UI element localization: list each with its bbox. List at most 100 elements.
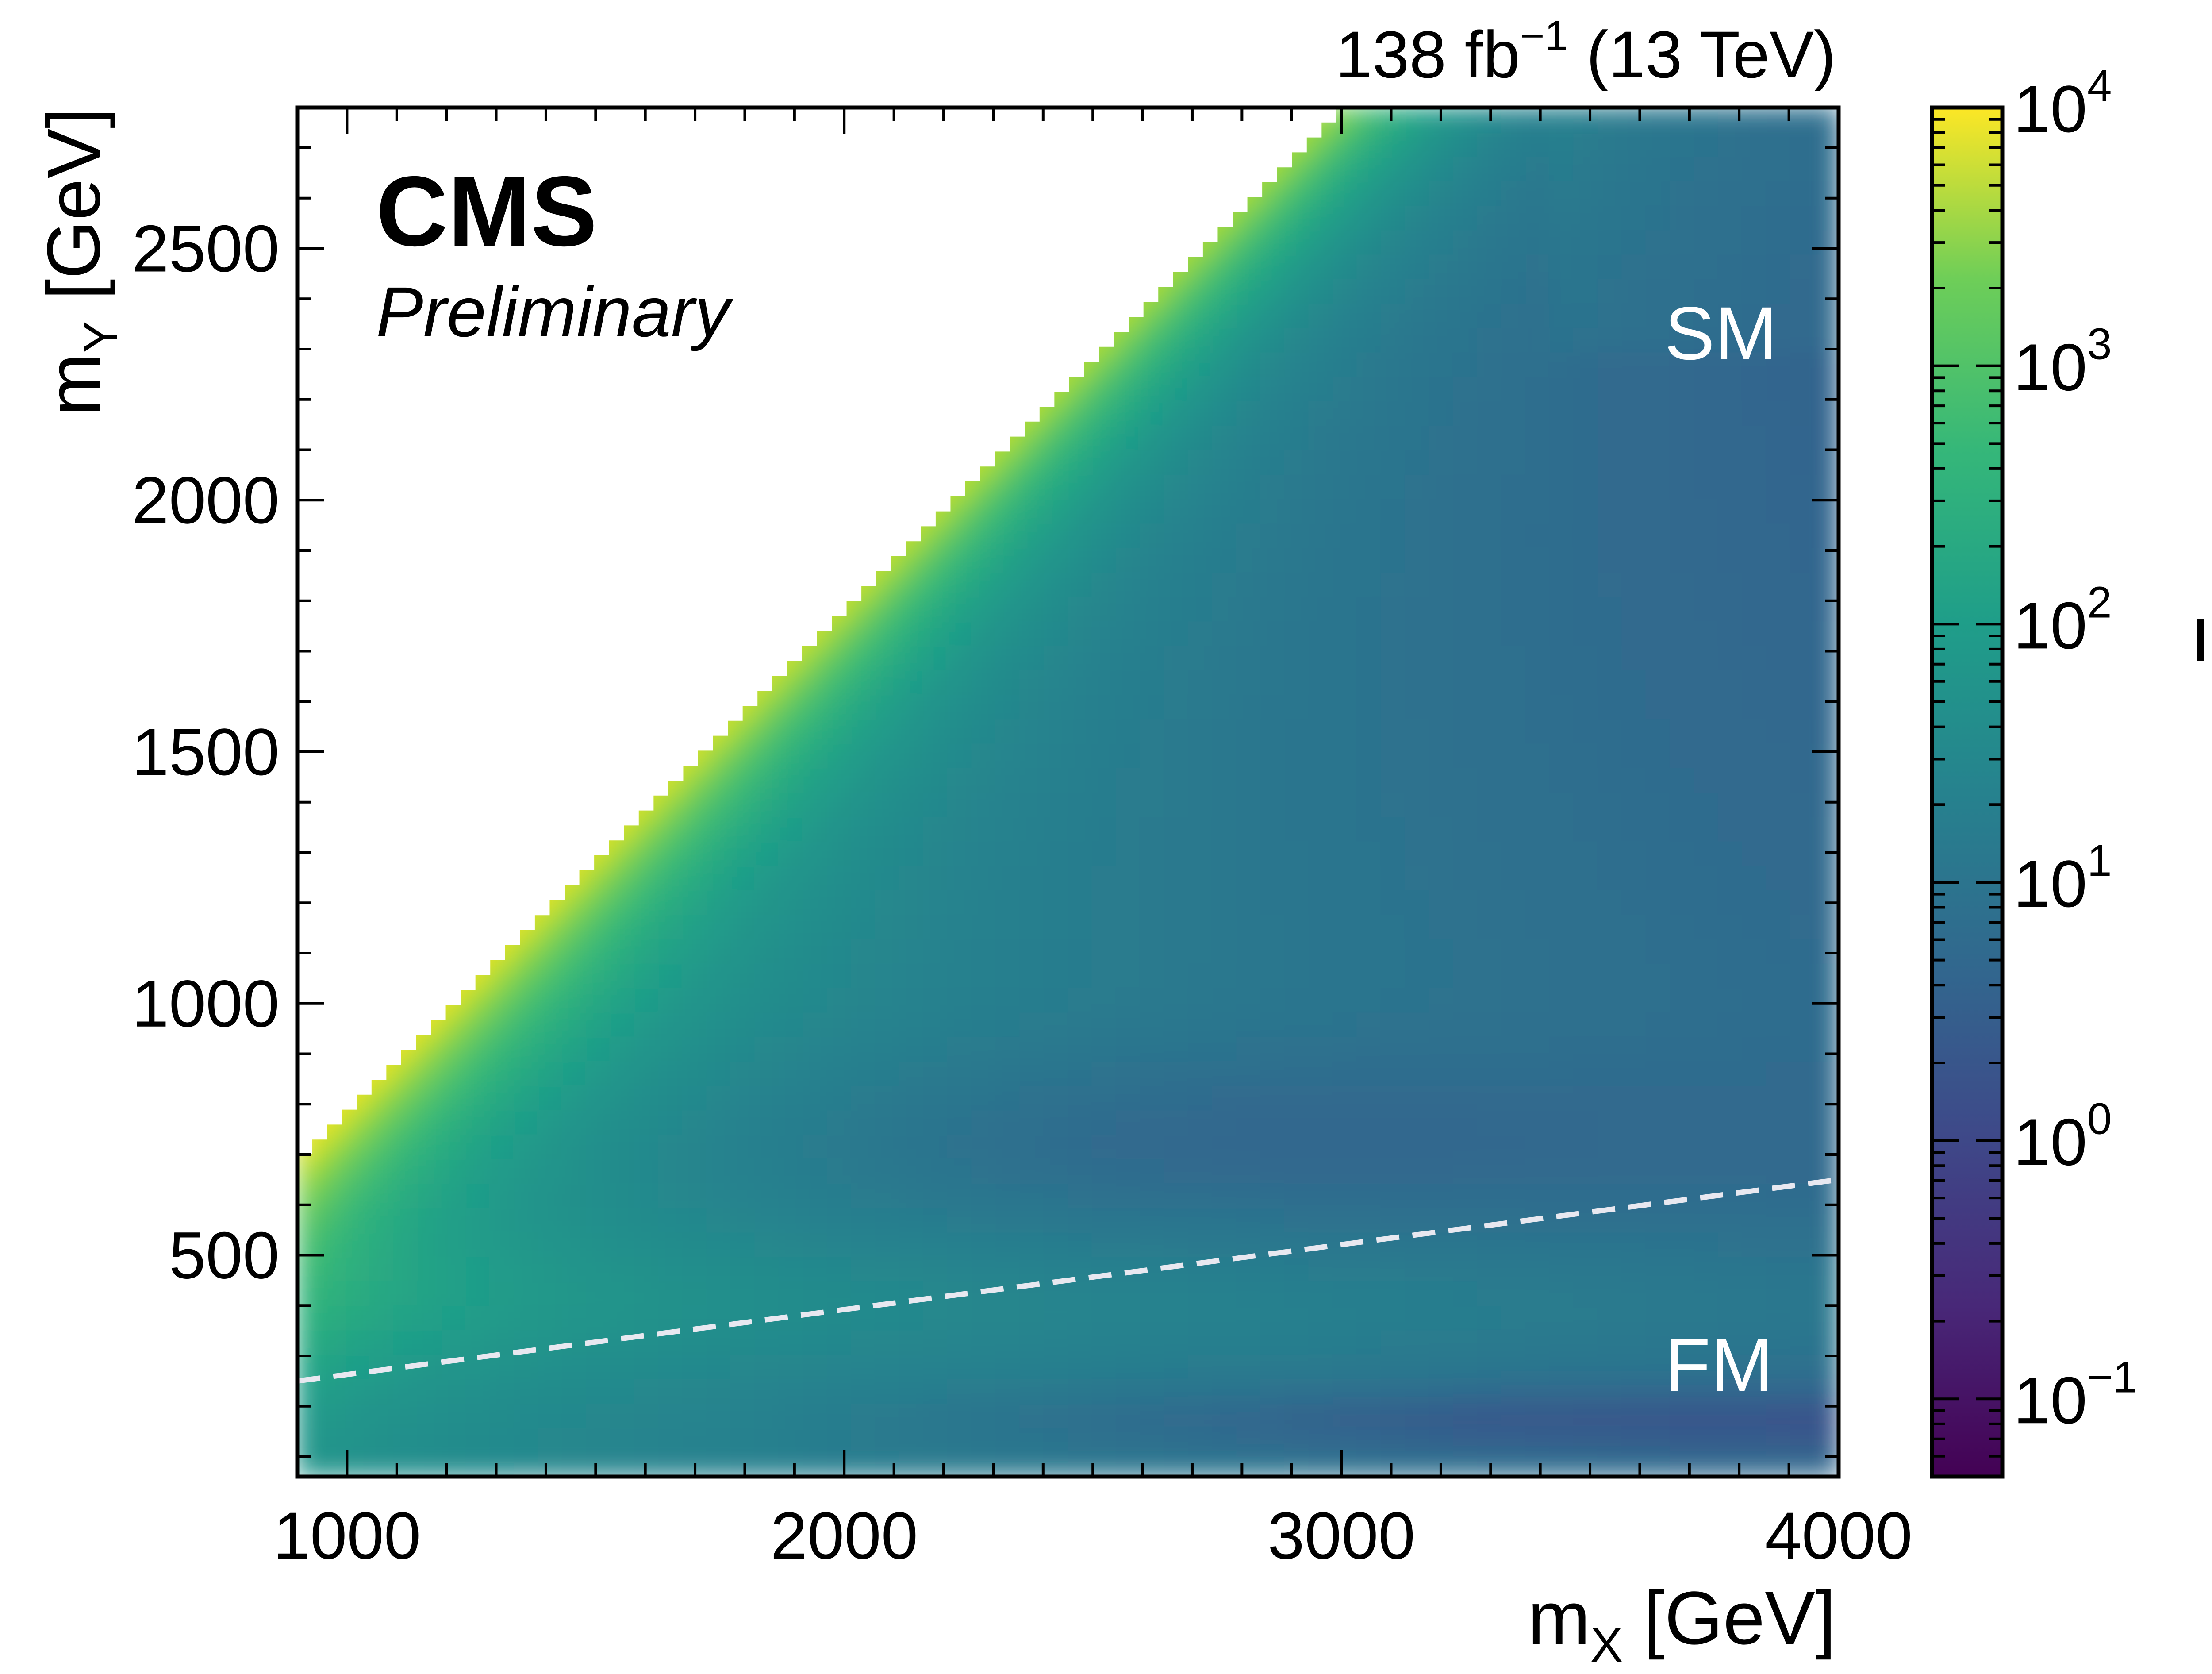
heatmap-cell xyxy=(923,523,948,548)
heatmap-cell xyxy=(1308,694,1333,720)
heatmap-cell xyxy=(1597,596,1623,622)
heatmap-cell xyxy=(1477,1158,1502,1184)
heatmap-cell xyxy=(1405,1403,1430,1428)
heatmap-cell xyxy=(1068,962,1093,988)
heatmap-cell xyxy=(826,1281,852,1306)
heatmap-cell xyxy=(1573,718,1598,744)
heatmap-cell xyxy=(1332,596,1358,622)
heatmap-cell xyxy=(1212,1207,1237,1233)
heatmap-cell xyxy=(1814,987,1839,1013)
heatmap-cell xyxy=(1645,205,1671,231)
heatmap-cell xyxy=(1043,571,1068,597)
heatmap-cell xyxy=(297,1354,322,1379)
heatmap-cell xyxy=(1453,523,1478,548)
heatmap-cell xyxy=(1453,718,1478,744)
heatmap-cell xyxy=(538,1085,563,1111)
heatmap-cell xyxy=(1043,645,1068,670)
heatmap-cell xyxy=(1790,1109,1815,1135)
heatmap-cell xyxy=(875,938,900,964)
heatmap-cell xyxy=(297,1207,322,1233)
heatmap-cell xyxy=(1477,278,1502,304)
heatmap-cell xyxy=(1068,865,1093,890)
heatmap-cell xyxy=(947,865,972,890)
heatmap-cell xyxy=(1694,596,1719,622)
heatmap-cell xyxy=(1308,914,1333,939)
heatmap-cell xyxy=(1140,865,1165,890)
y-tick-label: 2000 xyxy=(132,463,280,537)
heatmap-cell xyxy=(1188,596,1213,622)
heatmap-cell xyxy=(1429,303,1454,328)
heatmap-cell xyxy=(1405,571,1430,597)
heatmap-cell xyxy=(1212,254,1237,279)
heatmap-cell xyxy=(1356,962,1382,988)
heatmap-cell xyxy=(1380,938,1406,964)
heatmap-cell xyxy=(1188,1427,1213,1453)
heatmap-cell xyxy=(1453,1378,1478,1404)
heatmap-cell xyxy=(1164,840,1189,866)
heatmap-cell xyxy=(1236,498,1261,524)
heatmap-cell xyxy=(1453,571,1478,597)
heatmap-cell xyxy=(1790,1231,1815,1257)
heatmap-cell xyxy=(1790,1060,1815,1086)
heatmap-cell xyxy=(1645,1158,1671,1184)
heatmap-cell xyxy=(1164,718,1189,744)
heatmap-cell xyxy=(610,1329,635,1355)
heatmap-cell xyxy=(1549,1012,1575,1037)
heatmap-cell xyxy=(1549,645,1575,670)
heatmap-cell xyxy=(778,694,804,720)
heatmap-cell xyxy=(1284,180,1310,206)
heatmap-cell xyxy=(1308,205,1333,231)
heatmap-cell xyxy=(1573,792,1598,817)
heatmap-cell xyxy=(1814,816,1839,842)
heatmap-cell xyxy=(875,1207,900,1233)
heatmap-cell xyxy=(1766,547,1791,573)
heatmap-cell xyxy=(1308,1060,1333,1086)
heatmap-cell xyxy=(875,1085,900,1111)
heatmap-cell xyxy=(826,767,852,793)
heatmap-cell xyxy=(1260,180,1285,206)
heatmap-cell xyxy=(1429,596,1454,622)
heatmap-cell xyxy=(1573,669,1598,695)
heatmap-cell xyxy=(706,938,731,964)
heatmap-cell xyxy=(1405,1281,1430,1306)
heatmap-cell xyxy=(1453,743,1478,768)
heatmap-cell xyxy=(899,1427,924,1453)
heatmap-cell xyxy=(1164,743,1189,768)
heatmap-cell xyxy=(1115,1158,1141,1184)
heatmap-cell xyxy=(1091,816,1117,842)
heatmap-cell xyxy=(1260,1305,1285,1331)
heatmap-cell xyxy=(1477,914,1502,939)
heatmap-cell xyxy=(465,1256,491,1281)
heatmap-cell xyxy=(1621,449,1647,475)
heatmap-cell xyxy=(1308,327,1333,353)
heatmap-cell xyxy=(1284,1158,1310,1184)
heatmap-cell xyxy=(1597,743,1623,768)
heatmap-cell xyxy=(778,816,804,842)
heatmap-cell xyxy=(1164,400,1189,426)
heatmap-cell xyxy=(947,889,972,915)
heatmap-cell xyxy=(1260,596,1285,622)
heatmap-cell xyxy=(971,1378,996,1404)
heatmap-cell xyxy=(369,1256,394,1281)
heatmap-cell xyxy=(1164,889,1189,915)
heatmap-cell xyxy=(1525,718,1550,744)
heatmap-cell xyxy=(1597,278,1623,304)
heatmap-cell xyxy=(1814,1305,1839,1331)
heatmap-cell xyxy=(610,889,635,915)
heatmap-cell xyxy=(1043,1085,1068,1111)
heatmap-cell xyxy=(1236,1207,1261,1233)
heatmap-cell xyxy=(465,1378,491,1404)
heatmap-cell xyxy=(1380,1451,1406,1477)
heatmap-cell xyxy=(971,1036,996,1062)
heatmap-cell xyxy=(1260,351,1285,377)
heatmap-cell xyxy=(851,1207,876,1233)
heatmap-cell xyxy=(1694,425,1719,450)
heatmap-cell xyxy=(1380,1354,1406,1379)
heatmap-cell xyxy=(1694,1256,1719,1281)
heatmap-cell xyxy=(1717,914,1743,939)
heatmap-cell xyxy=(1694,1085,1719,1111)
heatmap-cell xyxy=(1525,865,1550,890)
heatmap-cell xyxy=(1308,987,1333,1013)
heatmap-cell xyxy=(1164,914,1189,939)
